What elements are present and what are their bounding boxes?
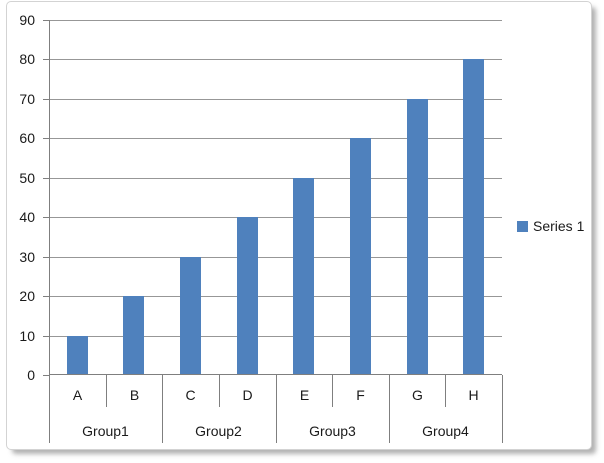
y-axis-tick-70 [43,99,49,100]
y-axis-tick-label-0: 0 [27,367,35,383]
y-axis-tick-30 [43,257,49,258]
bar-H [463,59,484,375]
y-axis-tick-10 [43,336,49,337]
x-axis-line [49,374,502,375]
legend-label: Series 1 [533,218,585,234]
bar-B [123,296,144,375]
gridline-10 [49,336,502,337]
gridline-80 [49,59,502,60]
y-axis-tick-20 [43,296,49,297]
y-axis-tick-50 [43,178,49,179]
y-axis-tick-label-20: 20 [19,288,35,304]
legend: Series 1 [517,215,584,237]
group-label-Group3: Group3 [309,423,356,439]
category-label-H: H [468,387,479,403]
y-axis-tick-label-10: 10 [19,328,35,344]
y-axis-tick-label-50: 50 [19,170,35,186]
group-label-Group1: Group1 [82,423,129,439]
y-axis-tick-60 [43,138,49,139]
gridline-50 [49,178,502,179]
gridline-90 [49,20,502,21]
category-label-C: C [185,387,196,403]
group-separator-3 [389,375,390,443]
category-label-D: D [242,387,253,403]
bar-E [293,178,314,375]
y-axis-tick-label-80: 80 [19,51,35,67]
category-label-G: G [412,387,423,403]
gridline-20 [49,296,502,297]
gridline-60 [49,138,502,139]
category-separator [219,375,220,407]
category-separator [445,375,446,407]
group-label-Group2: Group2 [195,423,242,439]
y-axis-tick-label-90: 90 [19,12,35,28]
y-axis-tick-0 [43,375,49,376]
group-separator-2 [276,375,277,443]
bar-C [180,257,201,375]
gridline-40 [49,217,502,218]
y-axis-line [49,20,50,375]
bar-A [67,336,88,375]
y-axis-tick-label-40: 40 [19,209,35,225]
category-label-B: B [129,387,140,403]
group-separator-start [49,375,50,443]
y-axis-tick-label-70: 70 [19,91,35,107]
category-separator [106,375,107,407]
y-axis-tick-40 [43,217,49,218]
y-axis-tick-90 [43,20,49,21]
category-label-E: E [299,387,310,403]
bar-D [237,217,258,375]
legend-swatch [517,220,528,232]
group-separator-4 [502,375,503,443]
category-label-A: A [72,387,83,403]
gridline-70 [49,99,502,100]
y-axis-tick-80 [43,59,49,60]
chart-card: 0 10 20 30 40 50 60 70 80 90 A B C D E F G H Group1 Group… [6,1,592,450]
category-separator [332,375,333,407]
group-separator-1 [162,375,163,443]
category-label-F: F [356,387,365,403]
y-axis-tick-label-30: 30 [19,249,35,265]
bar-F [350,138,371,375]
y-axis-tick-label-60: 60 [19,130,35,146]
group-label-Group4: Group4 [422,423,469,439]
plot-area [49,20,502,375]
bar-G [407,99,428,375]
gridline-30 [49,257,502,258]
